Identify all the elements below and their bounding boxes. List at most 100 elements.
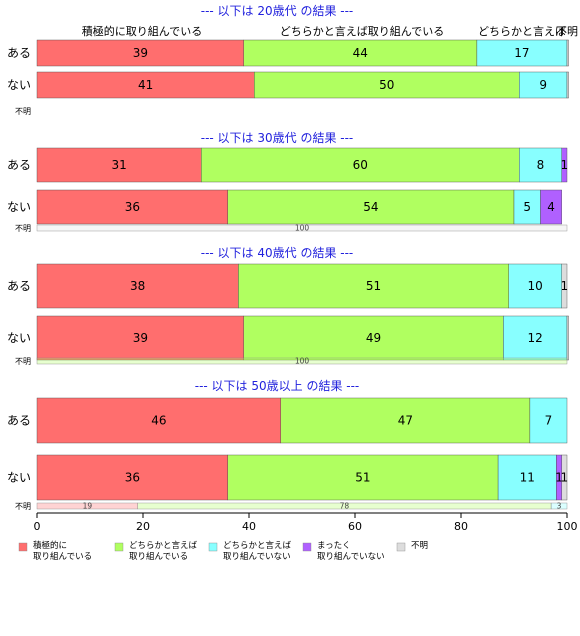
legend-swatch [302,542,312,552]
data-label: 47 [398,414,413,428]
x-tick-label: 100 [557,520,578,533]
legend-label-line2: 取り組んでいる [33,551,92,562]
bar-segment [243,39,478,67]
bar-segment [540,189,562,225]
bar-segment [36,39,244,67]
bar-row-0: ある 39 44 17 [7,39,569,67]
unknown-row: 不明 100 [15,357,568,366]
bar-segment [36,397,282,444]
panel-1: --- 以下は 30歳代 の結果 ---ある 31 60 8 1ない 36 54 5 4不明 10… [7,131,568,233]
bar-segment [238,263,509,309]
unknown-row: 不明 100 [15,224,568,233]
legend-swatch [208,542,218,552]
unknown-segment [550,502,568,510]
x-tick-label: 40 [242,520,256,533]
bar-segment [476,39,568,67]
panel-3: --- 以下は 50歳以上 の結果 ---ある 46 47 7ない 36 51 11 11不明… [7,379,568,511]
unknown-row: 不明 [15,107,31,116]
data-label: 31 [112,158,127,172]
legend-label-line2: 取り組んでいない [223,551,291,562]
panel-2: --- 以下は 40歳代 の結果 --- ある 38 51 10 1 ない 39 49 12 不明 1… [7,246,569,366]
row-label: ない [7,331,31,345]
bar-segment [561,147,568,183]
row-label: ない [7,471,31,485]
bar-segment [513,189,541,225]
unknown-label: 不明 [15,107,31,116]
data-label: 17 [514,46,529,60]
bar-segment [36,454,229,501]
panel-title: --- 以下は 40歳代 の結果 --- [201,246,354,260]
unknown-data-label: 19 [83,502,93,511]
data-label: 46 [151,414,166,428]
legend-label-line1: 積極的に [33,540,67,551]
legend-label-line1: どちらかと言えば [129,540,198,551]
column-header-1: どちらかと言えば取り組んでいる [280,25,444,38]
bar-segment [519,147,562,183]
bar-segment [36,147,202,183]
data-label: 49 [366,331,381,345]
unknown-segment [36,224,568,232]
bar-row-0: ある 46 47 7 [7,397,568,444]
legend-swatch [114,542,124,552]
data-label: 39 [133,331,148,345]
x-tick-label: 80 [454,520,468,533]
legend-label-line2: 取り組んでいない [317,551,385,562]
column-header-3: 不明 [556,25,578,38]
column-header-2: どちらかと言えば [478,25,566,38]
legend-label-line2: 取り組んでいる [129,551,188,562]
legend-swatch [18,542,28,552]
data-label: 4 [547,200,555,214]
data-label: 51 [355,471,370,485]
bar-segment [36,315,244,361]
bar-row-0: ある 31 60 8 1 [7,147,568,183]
data-label: 7 [545,414,553,428]
data-label: 39 [133,46,148,60]
bar-segment [36,263,239,309]
data-label: 41 [138,78,153,92]
unknown-data-label: 100 [295,224,310,233]
bar-row-1: ない 36 51 11 11 [7,454,569,501]
data-label: 50 [379,78,394,92]
row-label: ない [7,200,31,214]
legend-item-4: 不明 [396,541,428,552]
data-label: 11 [520,471,535,485]
row-label: ある [7,46,31,60]
unknown-label: 不明 [15,357,31,366]
bar-segment [566,39,569,67]
legend-label-line1: 不明 [411,541,428,551]
row-label: ない [7,78,31,92]
data-label: 5 [523,200,531,214]
bar-segment [36,71,255,99]
data-label: 1 [555,471,563,485]
data-label: 51 [366,279,381,293]
bar-segment [503,315,568,361]
bar-segment [519,71,568,99]
data-label: 9 [539,78,547,92]
bar-segment [227,454,499,501]
data-label: 44 [353,46,368,60]
bar-row-1: ない 36 54 5 4 [7,189,562,225]
x-axis: 0 20 40 60 80 100 [34,512,578,533]
panel-title: --- 以下は 50歳以上 の結果 --- [195,379,360,393]
bar-segment [566,71,569,99]
x-tick-label: 60 [348,520,362,533]
column-header-0: 積極的に取り組んでいる [82,24,202,38]
data-label: 8 [537,158,545,172]
bar-segment [243,315,504,361]
data-label: 38 [130,279,145,293]
bar-segment [36,189,229,225]
data-label: 1 [561,471,569,485]
row-label: ある [7,158,31,172]
data-label: 10 [528,279,543,293]
legend-label-line1: どちらかと言えば [223,540,292,551]
unknown-row: 不明 19 78 3 [15,502,568,511]
x-tick-label: 0 [34,520,41,533]
unknown-segment [36,357,568,365]
bar-segment [201,147,520,183]
legend-label-line1: まったく [317,541,351,551]
panel-title: --- 以下は 20歳代 の結果 --- [201,4,354,18]
unknown-label: 不明 [15,224,31,233]
bar-segment [497,454,557,501]
